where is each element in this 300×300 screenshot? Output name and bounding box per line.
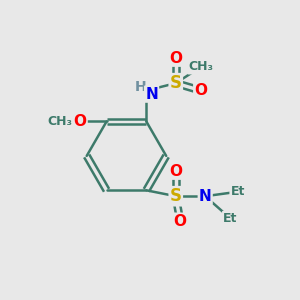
Text: S: S xyxy=(170,187,182,205)
Text: O: O xyxy=(174,214,187,229)
Text: CH₃: CH₃ xyxy=(47,115,72,128)
Text: CH₃: CH₃ xyxy=(188,61,213,74)
Text: O: O xyxy=(169,164,182,179)
Text: O: O xyxy=(169,51,182,66)
Text: N: N xyxy=(145,87,158,102)
Text: Et: Et xyxy=(230,185,245,198)
Text: N: N xyxy=(199,189,211,204)
Text: O: O xyxy=(74,114,87,129)
Text: O: O xyxy=(194,83,207,98)
Text: H: H xyxy=(135,80,147,94)
Text: Et: Et xyxy=(223,212,237,225)
Text: S: S xyxy=(170,74,182,92)
